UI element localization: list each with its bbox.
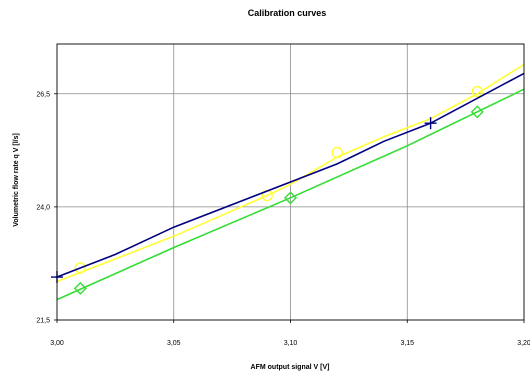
tick-labels: 3,00 3,05 3,10 3,15 3,20 21,5 24,0 26,5 (36, 91, 530, 347)
y-tick-label: 26,5 (36, 91, 50, 98)
x-axis-label: AFM output signal V [V] (251, 364, 330, 371)
data-point-diamond (284, 191, 297, 205)
y-tick-label: 21,5 (36, 318, 50, 325)
y-axis-label: Volumetric flow rate q V [l/s] (13, 133, 20, 227)
y-tick-label: 24,0 (36, 204, 50, 211)
data-point-circle (331, 146, 343, 159)
data-point-diamond (470, 105, 484, 119)
x-tick-label: 3,20 (517, 340, 530, 347)
data-point-circle (471, 85, 483, 98)
series-layer (51, 63, 525, 301)
data-point-circle (74, 262, 87, 274)
series-line-3 (56, 88, 525, 301)
data-point-plus (424, 117, 437, 130)
data-point-diamond (73, 281, 87, 295)
x-tick-label: 3,10 (284, 340, 298, 347)
x-tick-label: 3,05 (167, 340, 181, 347)
chart-title: Calibration curves (248, 8, 327, 18)
series-line-2 (56, 72, 525, 278)
grid-lines (57, 44, 524, 320)
x-tick-label: 3,15 (400, 340, 414, 347)
x-tick-label: 3,00 (50, 340, 64, 347)
